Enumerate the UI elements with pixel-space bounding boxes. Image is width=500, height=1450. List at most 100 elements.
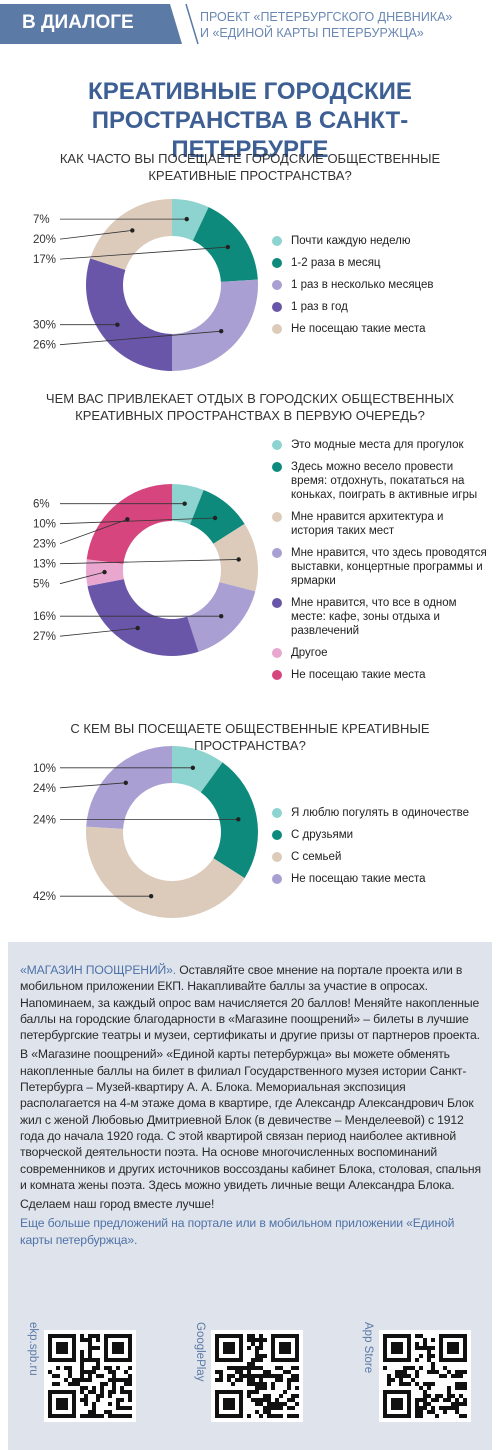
qr-module bbox=[383, 1410, 387, 1414]
legend-label: 1 раз в год bbox=[291, 301, 348, 313]
legend-item: С семьей bbox=[272, 850, 487, 864]
qr-module bbox=[407, 1374, 411, 1378]
qr-module bbox=[56, 1334, 60, 1338]
qr-module bbox=[399, 1374, 403, 1378]
qr-module bbox=[251, 1374, 255, 1378]
legend-swatch bbox=[272, 440, 282, 450]
qr-module bbox=[88, 1370, 92, 1374]
leader-dot bbox=[212, 515, 218, 521]
value-label: 5% bbox=[33, 579, 50, 591]
qr-module bbox=[463, 1370, 467, 1374]
qr-module bbox=[271, 1402, 275, 1406]
qr-module bbox=[419, 1406, 423, 1410]
donut-segment bbox=[86, 258, 172, 371]
qr-module bbox=[423, 1406, 427, 1410]
qr-module bbox=[235, 1414, 239, 1418]
qr-module bbox=[275, 1398, 279, 1402]
qr-module bbox=[415, 1402, 419, 1406]
qr-module bbox=[427, 1346, 431, 1350]
qr-module bbox=[383, 1406, 387, 1410]
qr-module bbox=[295, 1358, 299, 1362]
qr-module bbox=[227, 1334, 231, 1338]
qr-module bbox=[403, 1382, 407, 1386]
qr-module bbox=[48, 1398, 52, 1402]
qr-module bbox=[219, 1370, 223, 1374]
main-title: КРЕАТИВНЫЕ ГОРОДСКИЕ ПРОСТРАНСТВА В САНК… bbox=[88, 78, 412, 163]
qr-module bbox=[231, 1346, 235, 1350]
qr-module bbox=[88, 1390, 92, 1394]
qr-module bbox=[124, 1334, 128, 1338]
legend-swatch bbox=[272, 324, 282, 334]
qr-module bbox=[419, 1410, 423, 1414]
qr-module bbox=[387, 1358, 391, 1362]
qr-module bbox=[255, 1386, 259, 1390]
qr-module bbox=[112, 1370, 116, 1374]
qr-module bbox=[423, 1346, 427, 1350]
qr-module bbox=[259, 1414, 263, 1418]
question-title: КАК ЧАСТО ВЫ ПОСЕЩАЕТЕ ГОРОДСКИЕ ОБЩЕСТВ… bbox=[59, 151, 441, 183]
qr-module bbox=[383, 1342, 387, 1346]
qr-module bbox=[439, 1334, 443, 1338]
qr-module bbox=[387, 1374, 391, 1378]
value-label: 23% bbox=[33, 539, 56, 551]
leader-line bbox=[59, 517, 216, 525]
qr-module bbox=[104, 1338, 108, 1342]
qr-module bbox=[68, 1414, 72, 1418]
legend-label: Не посещаю такие места bbox=[291, 669, 426, 681]
leader-line bbox=[59, 229, 133, 240]
qr-module bbox=[415, 1382, 419, 1386]
qr-module bbox=[48, 1390, 52, 1394]
qr-module bbox=[399, 1346, 403, 1350]
qr-module bbox=[48, 1342, 52, 1346]
qr-module bbox=[287, 1346, 291, 1350]
qr-module bbox=[56, 1382, 60, 1386]
qr-module bbox=[56, 1350, 60, 1354]
qr-module bbox=[291, 1334, 295, 1338]
legend-label: Другое bbox=[291, 647, 328, 659]
qr-module bbox=[411, 1366, 415, 1370]
legend-item: Почти каждую неделю bbox=[272, 234, 487, 248]
qr-module bbox=[263, 1338, 267, 1342]
qr-module bbox=[439, 1350, 443, 1354]
qr-module bbox=[247, 1394, 251, 1398]
qr-module bbox=[251, 1362, 255, 1366]
qr-module bbox=[411, 1378, 415, 1382]
qr-module bbox=[431, 1338, 435, 1342]
qr-module bbox=[72, 1402, 76, 1406]
qr-module bbox=[455, 1350, 459, 1354]
qr-module bbox=[88, 1338, 92, 1342]
qr-module bbox=[48, 1338, 52, 1342]
qr-module bbox=[407, 1346, 411, 1350]
qr-module bbox=[423, 1338, 427, 1342]
qr-module bbox=[239, 1394, 243, 1398]
leader-line bbox=[59, 518, 128, 545]
donut-segment bbox=[87, 579, 199, 656]
qr-module bbox=[399, 1382, 403, 1386]
qr-module bbox=[68, 1382, 72, 1386]
qr-module bbox=[215, 1406, 219, 1410]
qr-module bbox=[279, 1358, 283, 1362]
qr-module bbox=[239, 1346, 243, 1350]
qr-module bbox=[259, 1366, 263, 1370]
qr-module bbox=[255, 1354, 259, 1358]
qr-module bbox=[223, 1402, 227, 1406]
qr-module bbox=[295, 1414, 299, 1418]
qr-module bbox=[231, 1342, 235, 1346]
qr-module bbox=[108, 1358, 112, 1362]
qr-module bbox=[251, 1358, 255, 1362]
qr-module bbox=[399, 1390, 403, 1394]
qr-module bbox=[291, 1378, 295, 1382]
qr-module bbox=[120, 1414, 124, 1418]
qr-module bbox=[215, 1338, 219, 1342]
leader-dot bbox=[236, 557, 241, 562]
qr-module bbox=[287, 1358, 291, 1362]
qr-module bbox=[48, 1370, 52, 1374]
lead: «МАГАЗИН ПООЩРЕНИЙ». bbox=[20, 963, 177, 977]
qr-module bbox=[283, 1350, 287, 1354]
qr-module bbox=[271, 1386, 275, 1390]
qr-module bbox=[116, 1342, 120, 1346]
qr-module bbox=[124, 1414, 128, 1418]
qr-module bbox=[72, 1410, 76, 1414]
